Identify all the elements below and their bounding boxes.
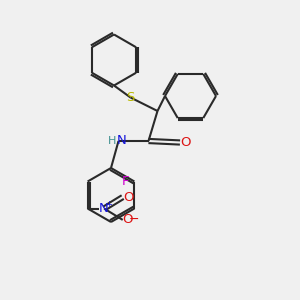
Text: O: O xyxy=(122,213,133,226)
Text: O: O xyxy=(123,190,134,204)
Text: +: + xyxy=(106,200,112,209)
Text: O: O xyxy=(180,136,191,149)
Text: S: S xyxy=(126,91,135,104)
Text: N: N xyxy=(99,202,109,215)
Text: −: − xyxy=(129,213,140,226)
Text: N: N xyxy=(117,134,126,148)
Text: H: H xyxy=(108,136,116,146)
Text: F: F xyxy=(122,175,130,188)
